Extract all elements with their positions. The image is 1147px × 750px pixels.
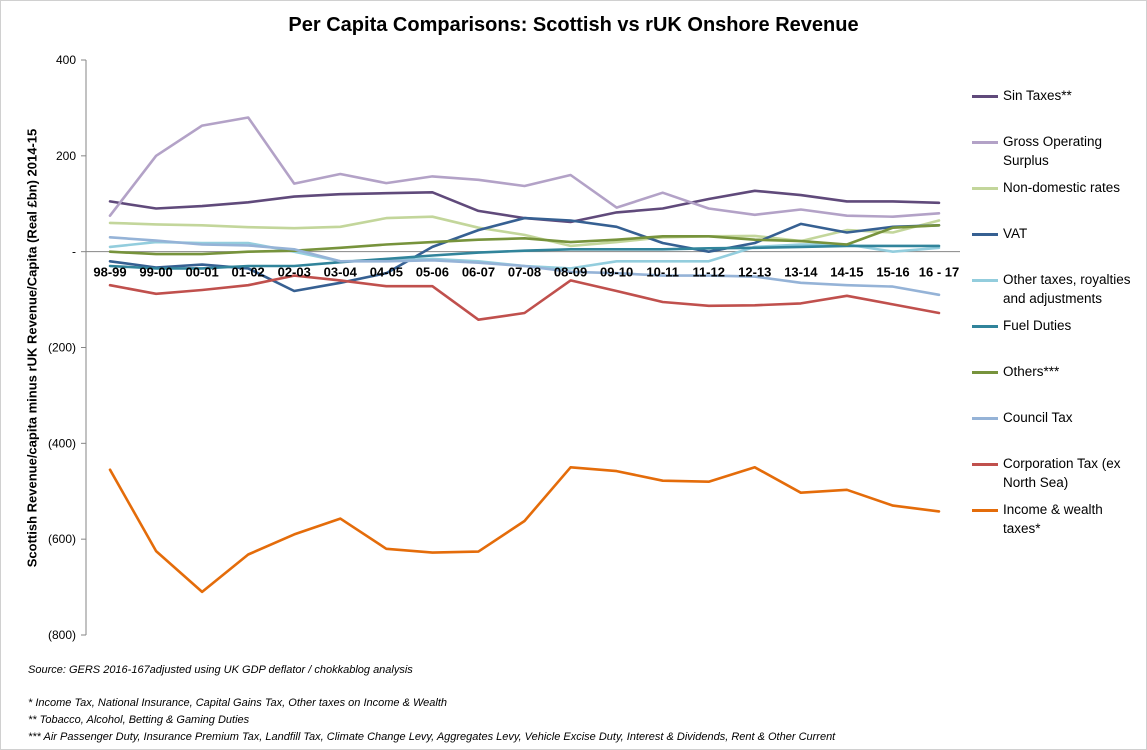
x-tick-label: 14-15	[830, 265, 863, 280]
legend-item-sin-taxes: Sin Taxes**	[972, 86, 1142, 105]
x-tick-label: 04-05	[370, 265, 403, 280]
x-tick-label: 12-13	[738, 265, 771, 280]
legend-swatch	[972, 141, 998, 144]
legend-swatch	[972, 325, 998, 328]
legend-label: Non-domestic rates	[1003, 180, 1121, 195]
legend-item-vat: VAT	[972, 224, 1142, 243]
x-tick-label: 03-04	[324, 265, 358, 280]
x-tick-label: 09-10	[600, 265, 633, 280]
x-tick-label: 98-99	[93, 265, 126, 280]
footnote-income-tax: * Income Tax, National Insurance, Capita…	[28, 697, 448, 709]
y-tick-label: (400)	[48, 436, 76, 450]
x-tick-label: 01-02	[232, 265, 265, 280]
legend-label: Fuel Duties	[1003, 318, 1072, 333]
legend-item-income-wealth-taxes: Income & wealth taxes*	[972, 500, 1142, 538]
y-axis-label: Scottish Revenue/capita minus rUK Revenu…	[24, 128, 40, 568]
y-tick-label: 200	[56, 149, 76, 163]
legend-swatch	[972, 95, 998, 98]
series-line-fuel-duties	[108, 244, 941, 270]
x-tick-label: 06-07	[462, 265, 495, 280]
x-tick-label: 15-16	[876, 265, 909, 280]
series-line-others	[108, 224, 941, 256]
x-tick-label: 99-00	[139, 265, 172, 280]
series-line-gross-operating-surplus	[108, 116, 941, 218]
x-tick-label: 10-11	[646, 265, 679, 280]
series-line-council-tax	[108, 236, 941, 297]
legend-item-corporation-tax: Corporation Tax (ex North Sea)	[972, 454, 1142, 492]
y-tick-label: 400	[56, 53, 76, 67]
x-tick-label: 11-12	[692, 265, 725, 280]
legend-label: Gross Operating Surplus	[1003, 134, 1103, 168]
legend-item-gross-operating-surplus: Gross Operating Surplus	[972, 132, 1142, 170]
legend-swatch	[972, 187, 998, 190]
legend-swatch	[972, 417, 998, 420]
legend-label: Others***	[1003, 364, 1060, 379]
legend-swatch	[972, 279, 998, 282]
legend-swatch	[972, 233, 998, 236]
axes-layer: 400 200 - (200) (400) (600) (800)	[48, 53, 960, 642]
legend-item-other-taxes: Other taxes, royalties and adjustments	[972, 270, 1142, 308]
footnote-others: *** Air Passenger Duty, Insurance Premiu…	[28, 731, 836, 743]
x-tick-label: 02-03	[278, 265, 311, 280]
legend-item-non-domestic-rates: Non-domestic rates	[972, 178, 1142, 197]
x-tick-label: 16 - 17	[919, 265, 959, 280]
series-line-corporation-tax-ex-north-sea	[108, 274, 941, 322]
legend-label: Sin Taxes**	[1003, 88, 1072, 103]
x-tick-label: 05-06	[416, 265, 449, 280]
y-tick-label: -	[72, 245, 76, 259]
x-tick-labels: 98-99 99-00 00-01 01-02 02-03 03-04 04-05 05-06…	[93, 265, 959, 280]
footnote-sin-taxes: ** Tobacco, Alcohol, Betting & Gaming Du…	[28, 714, 250, 726]
series-line-vat	[108, 216, 941, 293]
legend-item-others: Others***	[972, 362, 1142, 381]
legend-label: Income & wealth taxes*	[1003, 502, 1103, 536]
x-tick-label: 08-09	[554, 265, 587, 280]
legend-swatch	[972, 371, 998, 374]
series-layer	[108, 116, 941, 594]
source-note: Source: GERS 2016-167adjusted using UK G…	[28, 664, 413, 676]
y-tick-label: (600)	[48, 532, 76, 546]
legend-item-fuel-duties: Fuel Duties	[972, 316, 1142, 335]
x-tick-label: 07-08	[508, 265, 541, 280]
series-line-income-wealth-taxes	[108, 465, 941, 594]
legend-swatch	[972, 463, 998, 466]
legend-label: Council Tax	[1003, 410, 1073, 425]
chart-title: Per Capita Comparisons: Scottish vs rUK …	[288, 14, 859, 36]
y-tick-label: (200)	[48, 341, 76, 355]
legend-label: Other taxes, royalties and adjustments	[1003, 272, 1131, 306]
x-tick-label: 00-01	[185, 265, 218, 280]
legend-item-council-tax: Council Tax	[972, 408, 1142, 427]
legend-label: Corporation Tax (ex North Sea)	[1003, 456, 1121, 490]
legend-label: VAT	[1003, 226, 1028, 241]
x-tick-label: 13-14	[784, 265, 818, 280]
y-tick-label: (800)	[48, 628, 76, 642]
legend-swatch	[972, 509, 998, 512]
